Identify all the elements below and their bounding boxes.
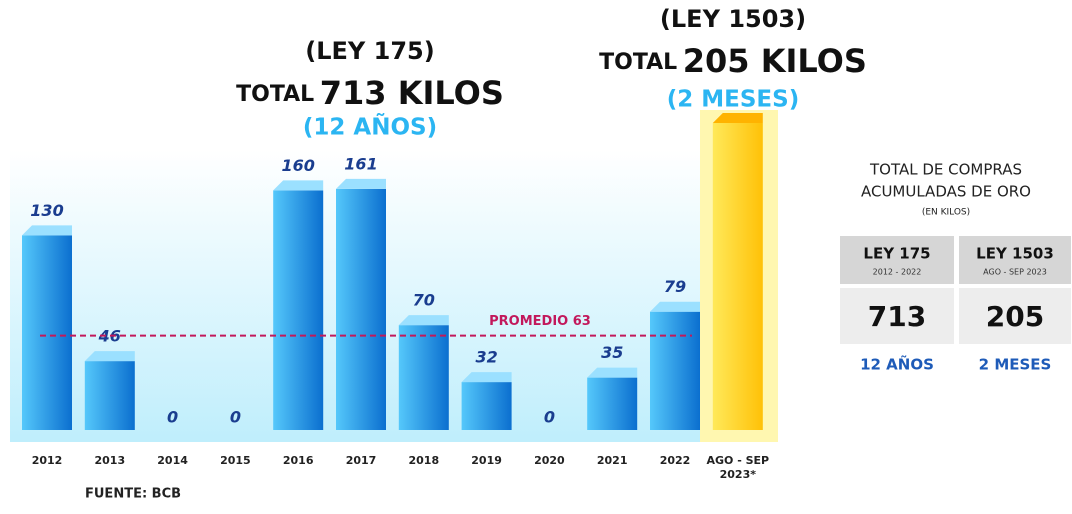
bar-top [22, 225, 72, 236]
heading-period: (12 AÑOS) [303, 113, 437, 141]
panel-range: 2012 - 2022 [873, 268, 922, 277]
bar-front [712, 123, 763, 430]
bar [336, 178, 386, 430]
x-tick-label: 2021 [596, 454, 628, 467]
value-label: 0 [544, 408, 555, 427]
bar [587, 367, 638, 430]
x-tick-label: 2016 [282, 454, 314, 467]
heading-total: TOTAL 205 KILOS [599, 42, 867, 80]
x-tick-label: 2022 [659, 454, 691, 467]
panel-range: AGO - SEP 2023 [983, 268, 1047, 277]
bar-front [273, 190, 324, 430]
value-label: 130 [30, 201, 63, 220]
bar [22, 225, 72, 430]
bar-top [336, 178, 386, 189]
heading-law: (LEY 1503) [660, 5, 806, 33]
heading-period: (2 MESES) [667, 87, 799, 113]
bar [712, 113, 763, 430]
value-label: 32 [475, 348, 497, 367]
average-label: PROMEDIO 63 [489, 314, 591, 329]
x-tick-label: 2018 [408, 454, 440, 467]
panel-total: 205 [986, 300, 1044, 333]
x-tick-label: 2017 [345, 454, 377, 467]
bar [84, 351, 135, 430]
bar-front [84, 361, 135, 430]
heading-prefix: TOTAL [236, 82, 314, 107]
panel-duration: 2 MESES [979, 356, 1052, 374]
x-tick-label: 2020 [534, 454, 565, 467]
bar-front [650, 311, 700, 430]
bar-front [461, 382, 512, 430]
panel-cell [840, 288, 954, 344]
value-label: 0 [167, 408, 178, 427]
bar [461, 372, 512, 430]
panel-law: LEY 1503 [976, 245, 1054, 263]
x-tick-label: 2015 [220, 454, 251, 467]
value-label: 0 [230, 408, 241, 427]
panel-title: ACUMULADAS DE ORO [861, 183, 1031, 201]
bar-top [84, 351, 135, 362]
bar [273, 180, 324, 430]
value-label: 35 [601, 343, 623, 362]
bar-top [650, 301, 700, 312]
panel-cell [959, 288, 1071, 344]
value-label: 160 [281, 156, 314, 175]
bar [398, 315, 449, 430]
bar [650, 301, 700, 430]
bar-top [587, 367, 638, 378]
bar-front [587, 377, 638, 430]
x-tick-label: 2013 [94, 454, 126, 467]
value-label: 161 [344, 154, 377, 173]
bar-front [398, 325, 449, 430]
panel-law: LEY 175 [863, 245, 930, 263]
x-tick-label: AGO - SEP 2023* [706, 454, 770, 481]
x-tick-label: 2019 [471, 454, 502, 467]
value-label: 79 [664, 277, 686, 296]
panel-unit: (EN KILOS) [922, 208, 970, 218]
bar-top [712, 113, 763, 123]
bar-top [461, 372, 512, 383]
source: FUENTE: BCB [85, 487, 181, 502]
bar-top [398, 315, 449, 326]
panel-header [959, 236, 1071, 284]
panel-title: TOTAL DE COMPRAS [869, 161, 1022, 179]
heading-total: TOTAL 713 KILOS [236, 74, 504, 112]
panel-header [840, 236, 954, 284]
bar-front [336, 188, 386, 430]
panel-total: 713 [868, 300, 926, 333]
heading-law: (LEY 175) [305, 37, 434, 65]
value-label: 70 [413, 291, 435, 310]
heading-prefix: TOTAL [599, 50, 677, 75]
heading-amount: 713 KILOS [320, 74, 504, 112]
bar-top [273, 180, 324, 191]
value-label: 46 [98, 327, 121, 346]
heading-amount: 205 KILOS [683, 42, 867, 80]
bar-front [22, 235, 72, 430]
x-tick-label: 2014 [157, 454, 188, 467]
x-tick-label: 2012 [31, 454, 63, 467]
panel-duration: 12 AÑOS [860, 355, 934, 374]
